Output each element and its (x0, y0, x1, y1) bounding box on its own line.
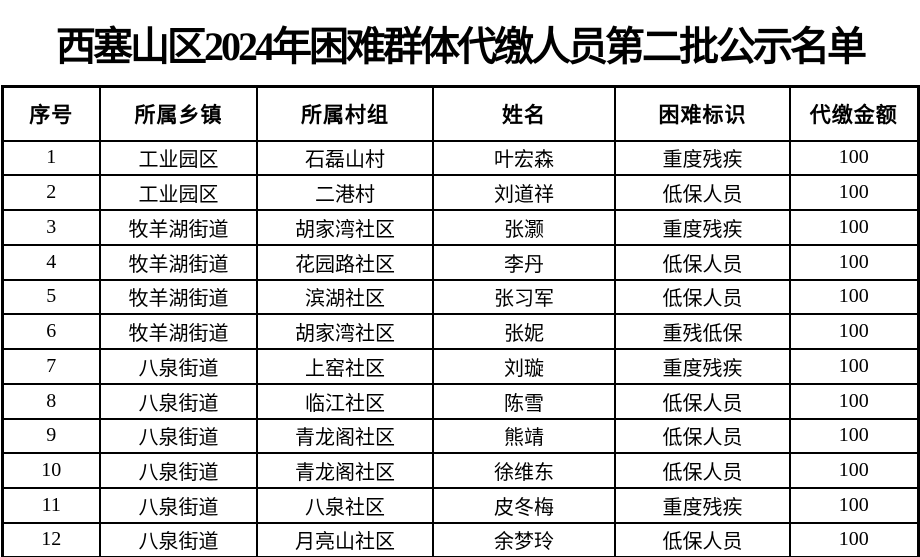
table-cell: 李丹 (432, 243, 616, 281)
table-cell: 2 (1, 174, 101, 211)
table-cell: 重度残疾 (614, 209, 791, 246)
table-cell: 100 (789, 209, 919, 246)
header-row: 序号 所属乡镇 所属村组 姓名 困难标识 代缴金额 (1, 85, 919, 142)
table-cell: 工业园区 (99, 174, 258, 211)
table-cell: 100 (789, 382, 919, 420)
table-cell: 徐维东 (432, 452, 616, 489)
table-cell: 二港村 (256, 174, 434, 211)
table-row: 6 牧羊湖街道 胡家湾社区 张妮 重残低保 100 (1, 313, 919, 350)
table-cell: 100 (789, 174, 919, 211)
table-cell: 重度残疾 (614, 487, 791, 524)
table-cell: 牧羊湖街道 (99, 243, 258, 281)
table-cell: 张习军 (432, 278, 616, 316)
table-cell: 低保人员 (614, 452, 791, 489)
table-cell: 牧羊湖街道 (99, 313, 258, 350)
table-cell: 月亮山社区 (256, 521, 434, 557)
table-cell: 10 (1, 452, 101, 489)
table-row: 1 工业园区 石磊山村 叶宏森 重度残疾 100 (1, 139, 919, 177)
table-cell: 皮冬梅 (432, 487, 616, 524)
table-row: 4 牧羊湖街道 花园路社区 李丹 低保人员 100 (1, 243, 919, 281)
table-cell: 8 (1, 382, 101, 420)
table-cell: 11 (1, 487, 101, 524)
table-cell: 5 (1, 278, 101, 316)
table-cell: 4 (1, 243, 101, 281)
table-cell: 100 (789, 278, 919, 316)
table-row: 2 工业园区 二港村 刘道祥 低保人员 100 (1, 174, 919, 211)
table-cell: 八泉街道 (99, 521, 258, 557)
table-cell: 刘璇 (432, 348, 616, 385)
table-cell: 陈雪 (432, 382, 616, 420)
table-row: 5 牧羊湖街道 滨湖社区 张习军 低保人员 100 (1, 278, 919, 316)
table-cell: 低保人员 (614, 278, 791, 316)
table-cell: 余梦玲 (432, 521, 616, 557)
column-header: 姓名 (432, 85, 616, 142)
table-cell: 100 (789, 521, 919, 557)
table-cell: 八泉社区 (256, 487, 434, 524)
column-header: 代缴金额 (789, 85, 919, 142)
table-cell: 低保人员 (614, 417, 791, 455)
table-cell: 100 (789, 487, 919, 524)
roster-table: 序号 所属乡镇 所属村组 姓名 困难标识 代缴金额 1 工业园区 石磊山村 叶宏森 重度残疾 100… (0, 85, 920, 557)
table-cell: 八泉街道 (99, 487, 258, 524)
table-row: 8 八泉街道 临江社区 陈雪 低保人员 100 (1, 382, 919, 420)
column-header: 困难标识 (614, 85, 791, 142)
table-row: 9 八泉街道 青龙阁社区 熊靖 低保人员 100 (1, 417, 919, 455)
table-cell: 1 (1, 139, 101, 177)
table-cell: 刘道祥 (432, 174, 616, 211)
table-cell: 胡家湾社区 (256, 209, 434, 246)
table-cell: 牧羊湖街道 (99, 209, 258, 246)
table-row: 11 八泉街道 八泉社区 皮冬梅 重度残疾 100 (1, 487, 919, 524)
table-cell: 9 (1, 417, 101, 455)
table-cell: 花园路社区 (256, 243, 434, 281)
table-cell: 叶宏森 (432, 139, 616, 177)
table-cell: 青龙阁社区 (256, 452, 434, 489)
table-cell: 100 (789, 348, 919, 385)
table-cell: 3 (1, 209, 101, 246)
table-cell: 临江社区 (256, 382, 434, 420)
table-cell: 低保人员 (614, 243, 791, 281)
table-cell: 石磊山村 (256, 139, 434, 177)
column-header: 序号 (1, 85, 101, 142)
table-cell: 100 (789, 139, 919, 177)
table-cell: 张妮 (432, 313, 616, 350)
table-cell: 青龙阁社区 (256, 417, 434, 455)
table-cell: 低保人员 (614, 521, 791, 557)
page-title: 西塞山区2024年困难群体代缴人员第二批公示名单 (56, 23, 867, 69)
table-cell: 12 (1, 521, 101, 557)
table-cell: 100 (789, 452, 919, 489)
table-cell: 低保人员 (614, 174, 791, 211)
table-cell: 重度残疾 (614, 139, 791, 177)
table-cell: 八泉街道 (99, 417, 258, 455)
table-cell: 7 (1, 348, 101, 385)
table-row: 7 八泉街道 上窑社区 刘璇 重度残疾 100 (1, 348, 919, 385)
table-cell: 重度残疾 (614, 348, 791, 385)
column-header: 所属乡镇 (99, 85, 258, 142)
table-cell: 滨湖社区 (256, 278, 434, 316)
table-cell: 胡家湾社区 (256, 313, 434, 350)
table-cell: 工业园区 (99, 139, 258, 177)
table-cell: 100 (789, 243, 919, 281)
table-cell: 牧羊湖街道 (99, 278, 258, 316)
table-cell: 低保人员 (614, 382, 791, 420)
table-cell: 重残低保 (614, 313, 791, 350)
table-cell: 100 (789, 417, 919, 455)
table-cell: 八泉街道 (99, 348, 258, 385)
table-cell: 上窑社区 (256, 348, 434, 385)
table-cell: 熊靖 (432, 417, 616, 455)
table-cell: 6 (1, 313, 101, 350)
column-header: 所属村组 (256, 85, 434, 142)
table-row: 12 八泉街道 月亮山社区 余梦玲 低保人员 100 (1, 521, 919, 557)
table-cell: 100 (789, 313, 919, 350)
table-row: 10 八泉街道 青龙阁社区 徐维东 低保人员 100 (1, 452, 919, 489)
table-row: 3 牧羊湖街道 胡家湾社区 张灏 重度残疾 100 (1, 209, 919, 246)
table-cell: 八泉街道 (99, 382, 258, 420)
table-cell: 八泉街道 (99, 452, 258, 489)
table-cell: 张灏 (432, 209, 616, 246)
